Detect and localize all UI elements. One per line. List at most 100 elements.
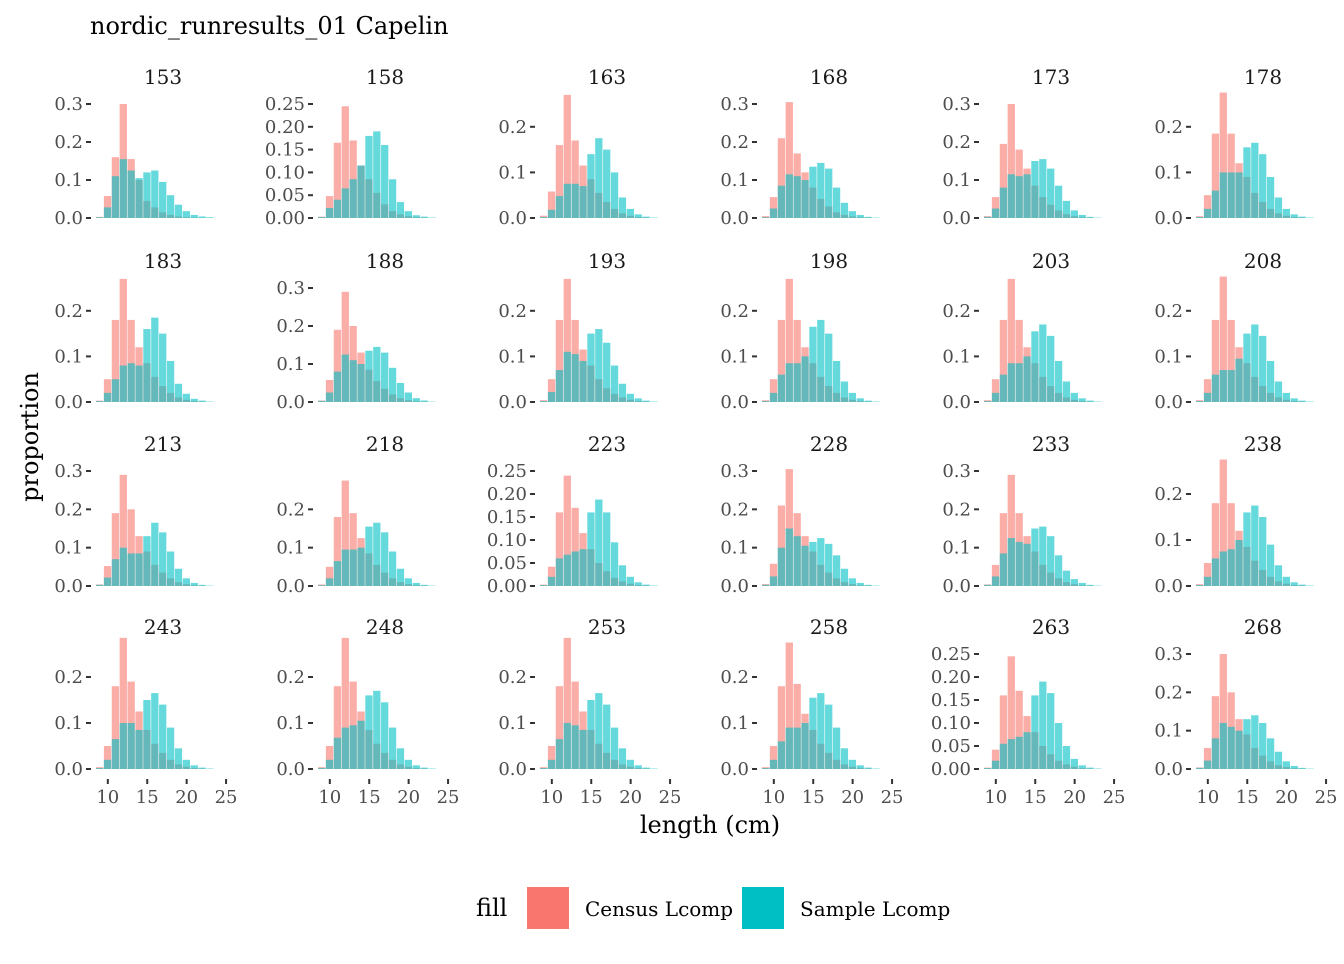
sample-bar <box>1235 731 1242 769</box>
y-tick-label: 0.0 <box>54 208 83 229</box>
sample-bar <box>1298 401 1305 402</box>
y-tick-label: 0.2 <box>1154 682 1183 703</box>
sample-bar <box>642 217 649 218</box>
sample-bar <box>1031 529 1038 587</box>
y-tick-label: 0.2 <box>276 667 305 688</box>
sample-bar <box>548 577 555 586</box>
sample-bar <box>334 561 341 586</box>
sample-bar <box>112 739 119 769</box>
sample-bar <box>857 398 864 402</box>
sample-bar <box>627 394 634 402</box>
x-tick-label: 10 <box>1196 787 1219 808</box>
y-tick-label: 0.25 <box>487 461 527 482</box>
sample-bar <box>191 215 198 218</box>
sample-bar <box>373 691 380 769</box>
sample-bar <box>619 384 626 402</box>
sample-bar <box>841 203 848 218</box>
y-tick-label: 0.2 <box>54 499 83 520</box>
y-tick-label: 0.0 <box>942 208 971 229</box>
sample-bar <box>1196 217 1203 218</box>
sample-bar <box>342 550 349 586</box>
sample-bar <box>992 761 999 769</box>
facet-strip-label: 248 <box>366 615 404 639</box>
y-tick-label: 0.3 <box>942 461 971 482</box>
sample-bar <box>350 725 357 769</box>
sample-bar <box>540 217 547 218</box>
sample-bar <box>1008 363 1015 402</box>
sample-bar <box>373 347 380 402</box>
sample-bar <box>1291 214 1298 218</box>
sample-bar <box>857 583 864 586</box>
sample-bar <box>864 585 871 586</box>
sample-bar <box>794 728 801 769</box>
sample-bar <box>1251 715 1258 769</box>
sample-bar <box>825 544 832 586</box>
sample-bar <box>120 159 127 218</box>
sample-bar <box>1251 506 1258 587</box>
chart-title: nordic_runresults_01 Capelin <box>90 12 449 40</box>
sample-bar <box>128 553 135 586</box>
sample-bar <box>128 363 135 402</box>
y-tick-label: 0.10 <box>265 162 305 183</box>
y-tick-label: 0.3 <box>1154 644 1183 665</box>
sample-bar <box>334 738 341 769</box>
sample-bar <box>365 695 372 769</box>
sample-bar <box>381 702 388 769</box>
y-tick-label: 0.1 <box>942 346 971 367</box>
facet-strip-label: 213 <box>144 432 182 456</box>
sample-bar <box>167 728 174 769</box>
sample-bar <box>548 210 555 218</box>
y-tick-label: 0.20 <box>487 484 527 505</box>
sample-bar <box>112 559 119 586</box>
sample-bar <box>1000 744 1007 769</box>
y-tick-label: 0.1 <box>942 170 971 191</box>
sample-bar <box>1243 512 1250 586</box>
sample-bar <box>198 585 205 586</box>
y-tick-label: 0.15 <box>931 690 971 711</box>
sample-bar <box>1008 739 1015 769</box>
y-tick-label: 0.0 <box>1154 759 1183 780</box>
sample-bar <box>595 500 602 586</box>
sample-bar <box>992 576 999 586</box>
x-tick-label: 25 <box>659 787 682 808</box>
sample-bar <box>1071 579 1078 586</box>
sample-bar <box>1079 398 1086 402</box>
sample-bar <box>1243 719 1250 769</box>
sample-bar <box>762 401 769 402</box>
sample-bar <box>183 760 190 769</box>
y-tick-label: 0.0 <box>720 576 749 597</box>
y-tick-label: 0.05 <box>487 553 527 574</box>
y-tick-label: 0.0 <box>720 392 749 413</box>
sample-bar <box>420 217 427 218</box>
sample-bar <box>778 741 785 769</box>
sample-bar <box>595 693 602 769</box>
facet-strip-label: 153 <box>144 65 182 89</box>
sample-bar <box>413 765 420 769</box>
sample-bar <box>595 138 602 218</box>
sample-bar <box>579 361 586 402</box>
y-tick-label: 0.0 <box>1154 576 1183 597</box>
x-tick-label: 15 <box>580 787 603 808</box>
sample-bar <box>381 145 388 218</box>
sample-bar <box>1023 356 1030 402</box>
y-tick-label: 0.0 <box>498 208 527 229</box>
sample-bar <box>540 401 547 402</box>
y-tick-label: 0.0 <box>498 759 527 780</box>
sample-bar <box>120 366 127 402</box>
sample-bar <box>104 393 111 402</box>
sample-bar <box>159 182 166 218</box>
x-tick-label: 25 <box>215 787 238 808</box>
x-tick-label: 10 <box>984 787 1007 808</box>
sample-bar <box>420 400 427 402</box>
y-tick-label: 0.1 <box>720 713 749 734</box>
sample-bar <box>1267 545 1274 586</box>
facet-strip-label: 228 <box>810 432 848 456</box>
sample-bar <box>1212 558 1219 586</box>
y-tick-label: 0.1 <box>498 713 527 734</box>
sample-bar <box>326 393 333 403</box>
sample-bar <box>627 760 634 769</box>
